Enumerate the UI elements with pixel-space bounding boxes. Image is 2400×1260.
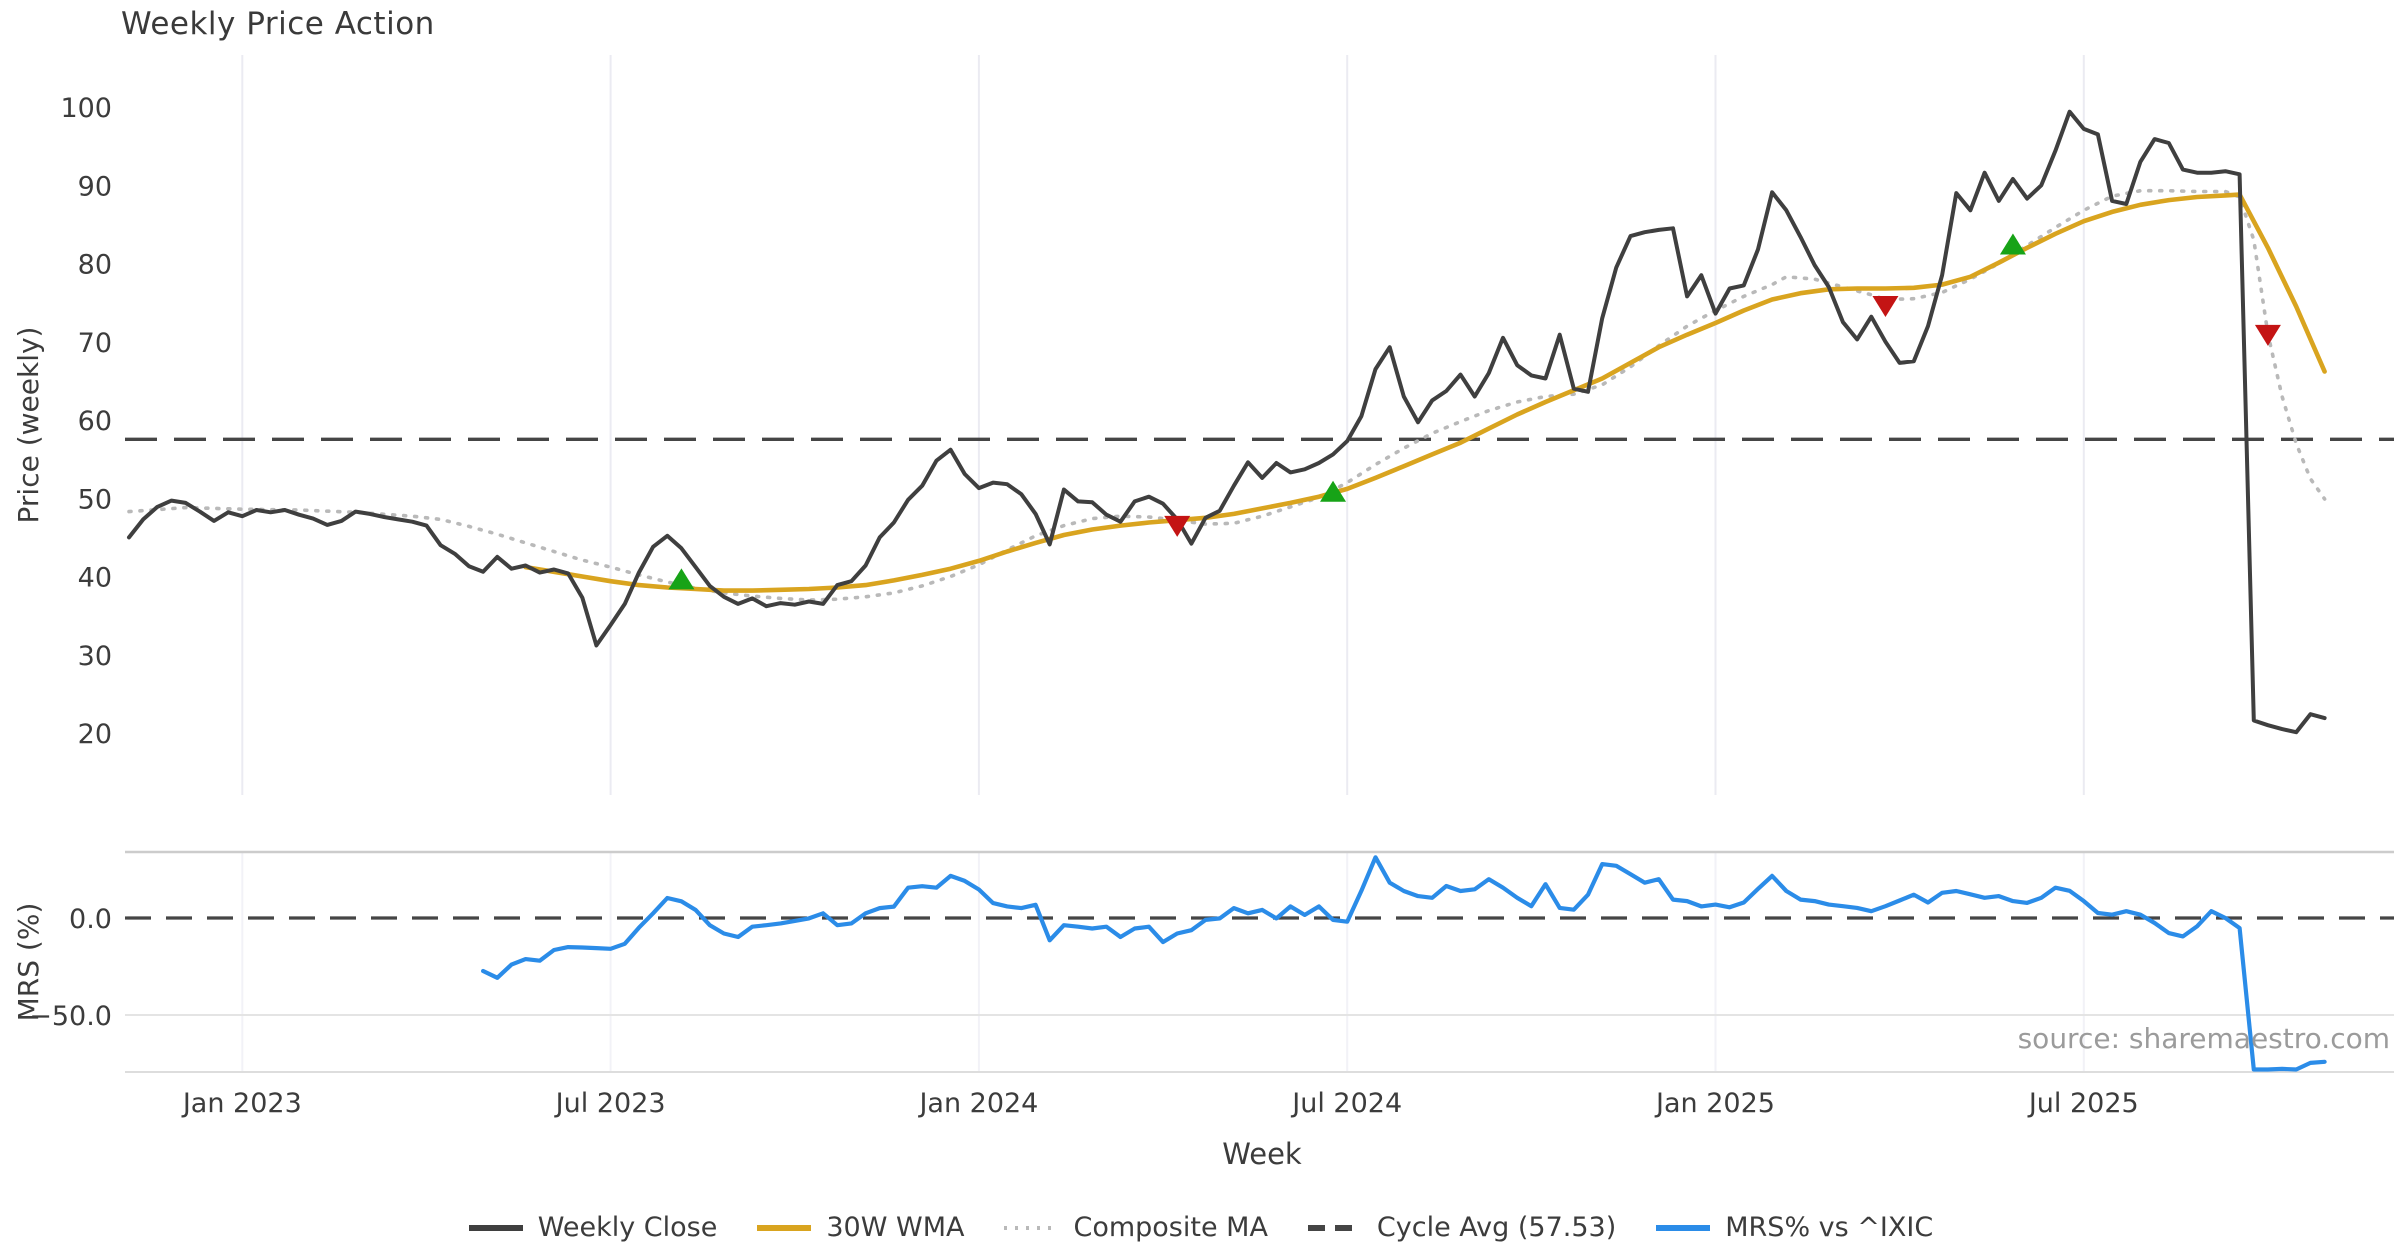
price-tick-label: 90 [78,171,112,202]
price-tick-label: 100 [60,93,112,124]
x-tick-label: Jan 2023 [181,1088,302,1119]
x-tick-label: Jan 2025 [1654,1088,1775,1119]
x-tick-label: Jul 2024 [1290,1088,1402,1119]
price-tick-label: 70 [78,328,112,359]
sell-signal-marker [2254,324,2281,346]
legend-swatch-solid [1656,1224,1711,1231]
composite-ma-line [127,188,2327,602]
legend-item: Weekly Close [467,1212,718,1243]
price-tick-label: 50 [78,484,112,515]
price-tick-label: 60 [78,406,112,437]
chart-legend: Weekly Close 30W WMA Composite MA Cycle Avg… [0,1212,2400,1243]
price-tick-label: 40 [78,563,112,594]
sell-signal-marker [1872,295,1899,317]
legend-label: Weekly Close [537,1212,718,1243]
legend-item: 30W WMA [755,1212,964,1243]
wma-line [523,192,2327,593]
source-note: source: sharemaestro.com [2018,1022,2390,1055]
legend-item: Cycle Avg (57.53) [1306,1212,1616,1243]
x-tick-label: Jul 2025 [2027,1088,2139,1119]
x-axis-title: Week [1222,1137,1302,1171]
mrs-axis-title: MRS (%) [12,903,45,1022]
chart-title: Weekly Price Action [121,6,435,42]
legend-swatch-dotted [1004,1225,1059,1230]
legend-item: Composite MA [1002,1212,1268,1243]
price-tick-label: 30 [78,641,112,672]
price-tick-label: 20 [78,719,112,750]
sell-signal-marker [1164,515,1191,537]
mrs-tick-label: 0.0 [69,904,112,935]
buy-signal-marker [1320,480,1347,502]
buy-signal-marker [668,568,695,590]
legend-label: 30W WMA [826,1212,965,1243]
x-tick-label: Jan 2024 [917,1088,1038,1119]
buy-signal-marker [1999,233,2026,255]
legend-swatch-dashed [1307,1224,1362,1231]
x-tick-label: Jul 2023 [554,1088,666,1119]
mrs-line [481,855,2327,1072]
legend-label: Cycle Avg (57.53) [1376,1212,1617,1243]
price-axis-title: Price (weekly) [12,327,45,524]
legend-swatch-solid [757,1224,812,1231]
mrs-tick-label: −50.0 [29,1001,112,1032]
legend-label: MRS% vs ^IXIC [1725,1212,1934,1243]
weekly-close-line [127,109,2327,735]
legend-item: MRS% vs ^IXIC [1654,1212,1933,1243]
price-tick-label: 80 [78,250,112,281]
legend-swatch-solid [468,1224,523,1231]
legend-label: Composite MA [1073,1212,1268,1243]
